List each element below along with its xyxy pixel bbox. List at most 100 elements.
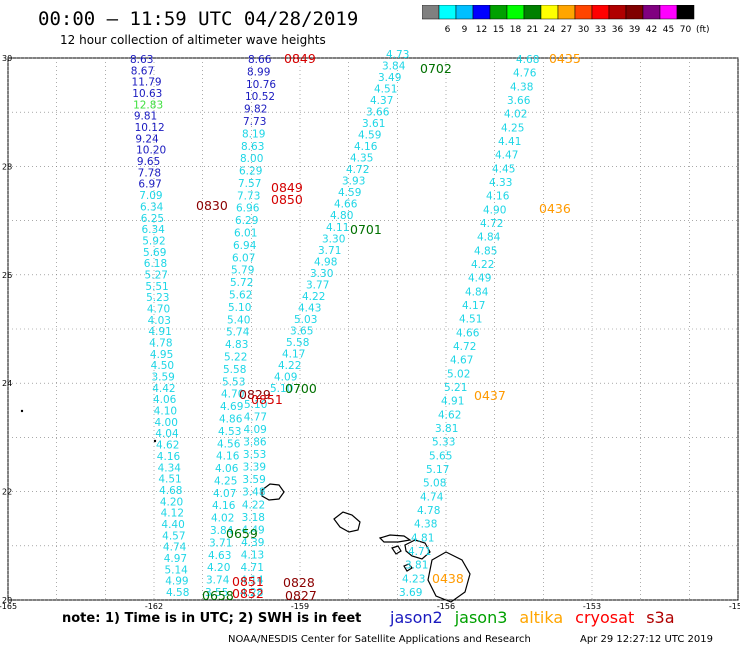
swh-value: 7.57 (238, 178, 261, 190)
pass-time-label: 0659 (226, 526, 258, 541)
swh-value: 8.67 (131, 65, 154, 77)
colorbar-label: 24 (544, 25, 556, 35)
swh-value: 3.93 (342, 176, 365, 188)
swh-value: 5.58 (286, 337, 309, 349)
swh-value: 4.09 (274, 371, 297, 383)
swh-value: 4.41 (498, 136, 521, 148)
swh-value: 4.84 (465, 286, 489, 298)
lon-label: -159 (291, 602, 309, 610)
swh-value: 4.78 (417, 505, 440, 517)
swh-value: 4.74 (420, 491, 444, 503)
swh-value: 4.57 (162, 530, 185, 542)
swh-value: 4.16 (157, 451, 181, 463)
swh-value: 4.68 (159, 485, 182, 497)
swh-value: 4.78 (149, 338, 172, 350)
colorbar-label: 15 (493, 25, 504, 35)
hawaii-island (427, 551, 471, 603)
colorbar-label: 36 (612, 25, 624, 35)
swh-value: 9.65 (137, 156, 160, 168)
swh-value: 4.42 (152, 383, 175, 395)
swh-value: 4.22 (471, 259, 494, 271)
swh-value: 4.72 (453, 341, 476, 353)
lon-label: -156 (437, 602, 455, 610)
swh-value: 5.69 (143, 247, 166, 259)
colorbar-label: 6 (445, 25, 451, 35)
swh-value: 10.12 (135, 122, 165, 134)
swh-value: 4.04 (155, 428, 179, 440)
swh-value: 8.63 (241, 141, 264, 153)
swh-value: 5.51 (145, 281, 168, 293)
colorbar-label: 9 (462, 25, 468, 35)
swh-value: 8.63 (130, 54, 153, 66)
swh-value: 4.74 (163, 542, 187, 554)
swh-value: 4.43 (298, 302, 321, 314)
swh-value: 10.52 (245, 91, 275, 103)
swh-value: 5.23 (146, 292, 169, 304)
swh-value: 5.10 (228, 302, 251, 314)
swh-value: 4.22 (278, 360, 301, 372)
swh-value: 5.62 (229, 290, 252, 302)
swh-value: 4.25 (214, 475, 237, 487)
swh-value: 4.91 (441, 396, 464, 408)
swh-value: 5.17 (426, 464, 449, 476)
swh-value: 4.63 (208, 550, 231, 562)
legend-item-cryosat: cryosat (575, 608, 635, 627)
swh-value: 5.03 (294, 314, 317, 326)
swh-value: 3.39 (243, 462, 266, 474)
colorbar-label: 30 (578, 25, 590, 35)
colorbar-label: 39 (629, 25, 641, 35)
swh-value: 4.14 (240, 574, 264, 586)
swh-value: 4.49 (468, 273, 491, 285)
swh-value: 4.70 (147, 303, 170, 315)
legend-item-jason2: jason2 (390, 608, 443, 627)
swh-value: 5.40 (227, 314, 250, 326)
swh-value: 4.62 (156, 440, 179, 452)
swh-value: 4.45 (492, 163, 515, 175)
swh-value: 5.22 (224, 351, 247, 363)
colorbar-label: 70 (680, 25, 692, 35)
pass-time-label: 0658 (202, 588, 234, 603)
swh-value: 4.13 (241, 549, 264, 561)
swh-value: 6.96 (236, 203, 260, 215)
swh-value: 3.49 (378, 72, 401, 84)
swh-value: 8.00 (240, 153, 263, 165)
swh-value: 3.81 (435, 423, 458, 435)
swh-value: 5.27 (145, 269, 168, 281)
swh-value: 4.50 (151, 360, 174, 372)
swh-value: 4.47 (495, 150, 518, 162)
swh-value: 7.78 (138, 167, 161, 179)
swh-value: 5.72 (230, 277, 253, 289)
swh-value: 4.66 (334, 199, 358, 211)
swh-value: 3.71 (318, 245, 341, 257)
footer-credit: NOAA/NESDIS Center for Satellite Applica… (228, 634, 531, 645)
swh-value: 5.10 (244, 399, 267, 411)
swh-value: 4.25 (501, 122, 524, 134)
swh-value: 4.68 (516, 54, 539, 66)
swh-value: 3.55 (205, 587, 228, 599)
kahoolawe-island (403, 563, 413, 572)
swh-value: 6.34 (141, 224, 165, 236)
swh-value: 3.59 (151, 372, 174, 384)
pass-time-label: 0436 (539, 201, 571, 216)
swh-value: 4.37 (370, 95, 393, 107)
lon-label: -153 (583, 602, 601, 610)
swh-value: 10.20 (136, 145, 166, 157)
note-text: note: 1) Time is in UTC; 2) SWH is in fe… (62, 611, 362, 626)
swh-value: 4.17 (282, 348, 305, 360)
swh-value: 5.21 (444, 382, 467, 394)
swh-value: 4.73 (386, 49, 409, 61)
molokai-island (378, 534, 412, 543)
swh-value: 4.38 (510, 81, 533, 93)
swh-value: 4.99 (165, 576, 188, 588)
swh-value: 4.17 (462, 300, 485, 312)
swh-value: 3.69 (399, 587, 422, 599)
pass-time-label: 0438 (432, 571, 464, 586)
swh-value: 3.71 (209, 537, 232, 549)
swh-value: 4.95 (150, 349, 173, 361)
lanai-island (391, 545, 402, 555)
pass-time-label: 0701 (350, 222, 382, 237)
swh-value: 4.23 (402, 573, 425, 585)
swh-value: 6.25 (141, 213, 164, 225)
swh-value: 10.76 (246, 79, 276, 91)
swh-value: 4.98 (314, 256, 337, 268)
